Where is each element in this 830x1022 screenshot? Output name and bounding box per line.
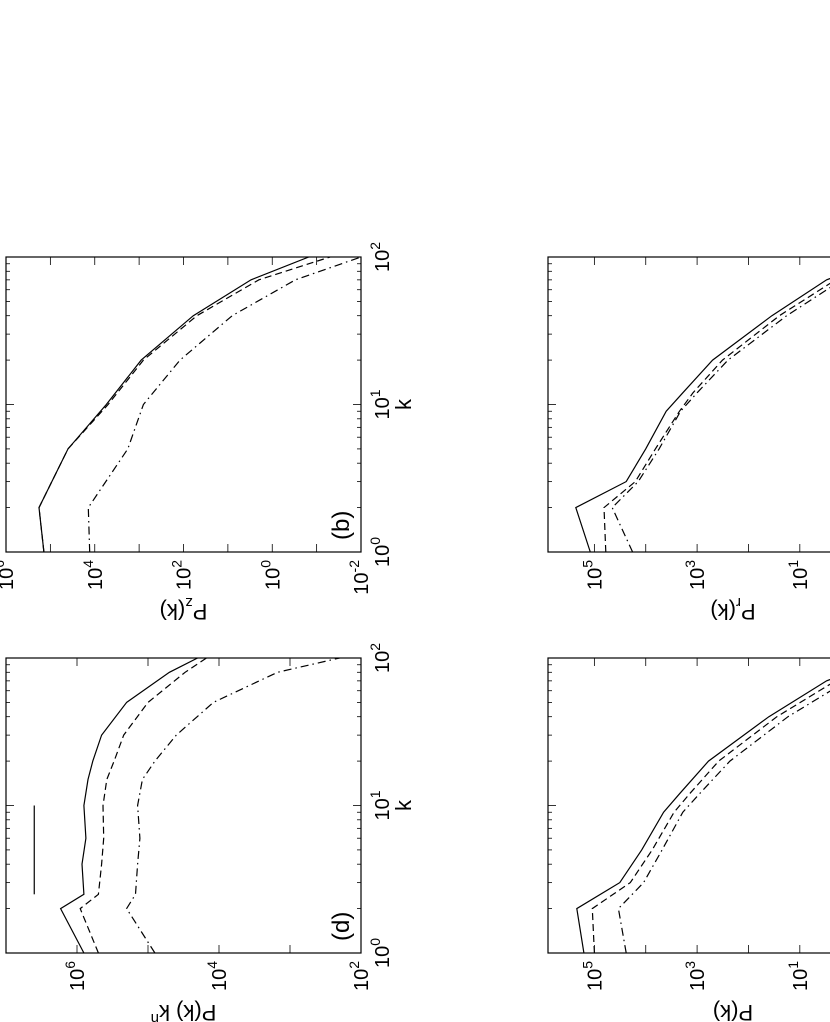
x-tick-label: 100 [367,938,394,968]
series-dashdot-line [125,658,340,953]
series-dashed-line [591,658,830,953]
x-tick-label: 101 [367,790,394,820]
y-tick-label: 104 [80,560,107,590]
series-dashdot-line [617,658,830,953]
y-axis-label: Pr(k) [710,594,755,624]
y-tick-label: 105 [579,961,606,991]
y-tick-label: 103 [682,560,709,590]
y-tick-label: 106 [62,961,89,991]
panel-label: (b) [328,511,355,540]
y-tick-label: 106 [0,560,18,590]
series-dashed-line [79,658,207,953]
y-tick-label: 100 [257,560,284,590]
x-axis-label: k [391,398,416,410]
axes-frame [547,256,830,553]
y-tick-label: 102 [169,560,196,590]
series-solid-line [575,257,830,552]
y-tick-label: 105 [579,560,606,590]
y-tick-label: 104 [204,961,231,991]
x-axis-label: k [391,799,416,811]
x-tick-label: 100 [367,537,394,567]
panel-label: (d) [328,912,355,941]
x-tick-label: 101 [367,389,394,419]
y-tick-label: 10-2 [346,560,373,595]
rotated-figure: 10010110210-1101103105kPr(k)(a)100101102… [0,242,830,1022]
series-dashdot-line [87,257,361,552]
y-axis-label: Pz(k) [160,594,208,624]
x-tick-label: 102 [367,242,394,272]
series-solid-line [38,257,310,552]
panel-d: 100 101 102 102 104 106 k P(k) kn (d) [5,643,416,1022]
series-dashdot-line [611,257,830,552]
axes-frame [5,256,362,553]
y-tick-label: 101 [785,961,812,991]
y-axis-label: P(k) kn [151,1000,217,1022]
y-tick-label: 101 [785,560,812,590]
x-tick-label: 102 [367,643,394,673]
y-axis-label: P(k) [713,1000,753,1022]
series-dashed-line [603,257,830,552]
series-solid-line [576,658,830,953]
series-dashed-line [38,257,331,552]
y-tick-label: 103 [682,961,709,991]
series-solid-line [59,658,198,953]
y-tick-label: 102 [346,961,373,991]
axes-frame [5,657,362,954]
